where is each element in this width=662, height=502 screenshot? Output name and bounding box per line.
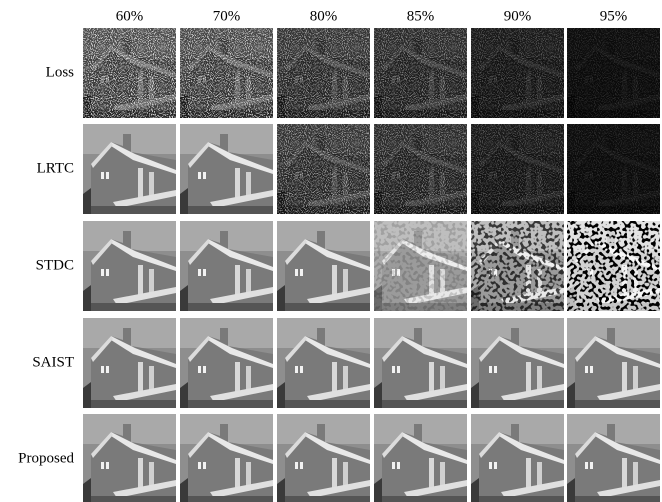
row-label: Proposed	[18, 450, 74, 466]
image-content	[83, 318, 176, 408]
image-cell	[374, 28, 467, 118]
image-cell	[374, 318, 467, 408]
image-cell	[471, 28, 564, 118]
image-cell	[83, 221, 176, 311]
image-content	[374, 414, 467, 502]
image-cell	[277, 414, 370, 502]
image-cell	[83, 28, 176, 118]
image-cell	[471, 414, 564, 502]
column-header: 60%	[116, 8, 144, 24]
image-cell	[567, 124, 660, 214]
image-cell	[277, 318, 370, 408]
image-cell	[180, 414, 273, 502]
column-header: 85%	[407, 8, 435, 24]
image-cell	[83, 414, 176, 502]
image-cell	[180, 124, 273, 214]
row-label: Loss	[46, 64, 75, 80]
image-cell	[374, 414, 467, 502]
image-content	[567, 318, 660, 408]
image-content	[471, 414, 564, 502]
row-label: LRTC	[37, 160, 74, 176]
image-noise	[374, 221, 467, 311]
image-noise	[277, 28, 370, 118]
image-content	[277, 318, 370, 408]
image-cell	[180, 221, 273, 311]
image-cell	[567, 28, 660, 118]
column-header: 95%	[600, 8, 628, 24]
image-cell	[277, 221, 370, 311]
image-noise	[471, 28, 564, 118]
column-header: 90%	[504, 8, 532, 24]
image-cell	[471, 221, 564, 311]
image-noise	[567, 124, 660, 214]
image-noise	[567, 221, 660, 311]
image-cell	[567, 414, 660, 502]
column-header: 80%	[310, 8, 338, 24]
image-content	[277, 414, 370, 502]
image-noise	[374, 124, 467, 214]
image-content	[374, 318, 467, 408]
image-cell	[180, 318, 273, 408]
image-cell	[277, 124, 370, 214]
image-cell	[471, 124, 564, 214]
image-content	[277, 221, 370, 311]
image-cell	[567, 318, 660, 408]
image-cell	[83, 124, 176, 214]
image-cell	[374, 124, 467, 214]
image-cell	[374, 221, 467, 311]
image-noise	[277, 124, 370, 214]
image-content	[180, 318, 273, 408]
image-noise	[83, 28, 176, 118]
image-cell	[277, 28, 370, 118]
image-content	[567, 414, 660, 502]
row-label: STDC	[36, 257, 74, 273]
image-noise	[180, 28, 273, 118]
image-noise	[374, 28, 467, 118]
image-noise	[471, 124, 564, 214]
image-content	[83, 414, 176, 502]
image-noise	[567, 28, 660, 118]
image-content	[83, 221, 176, 311]
image-content	[471, 318, 564, 408]
image-content	[83, 124, 176, 214]
image-cell	[180, 28, 273, 118]
image-noise	[471, 221, 564, 311]
column-header: 70%	[213, 8, 241, 24]
row-label: SAIST	[32, 354, 74, 370]
image-cell	[567, 221, 660, 311]
image-content	[180, 221, 273, 311]
image-cell	[471, 318, 564, 408]
image-content	[180, 414, 273, 502]
image-cell	[83, 318, 176, 408]
image-content	[180, 124, 273, 214]
